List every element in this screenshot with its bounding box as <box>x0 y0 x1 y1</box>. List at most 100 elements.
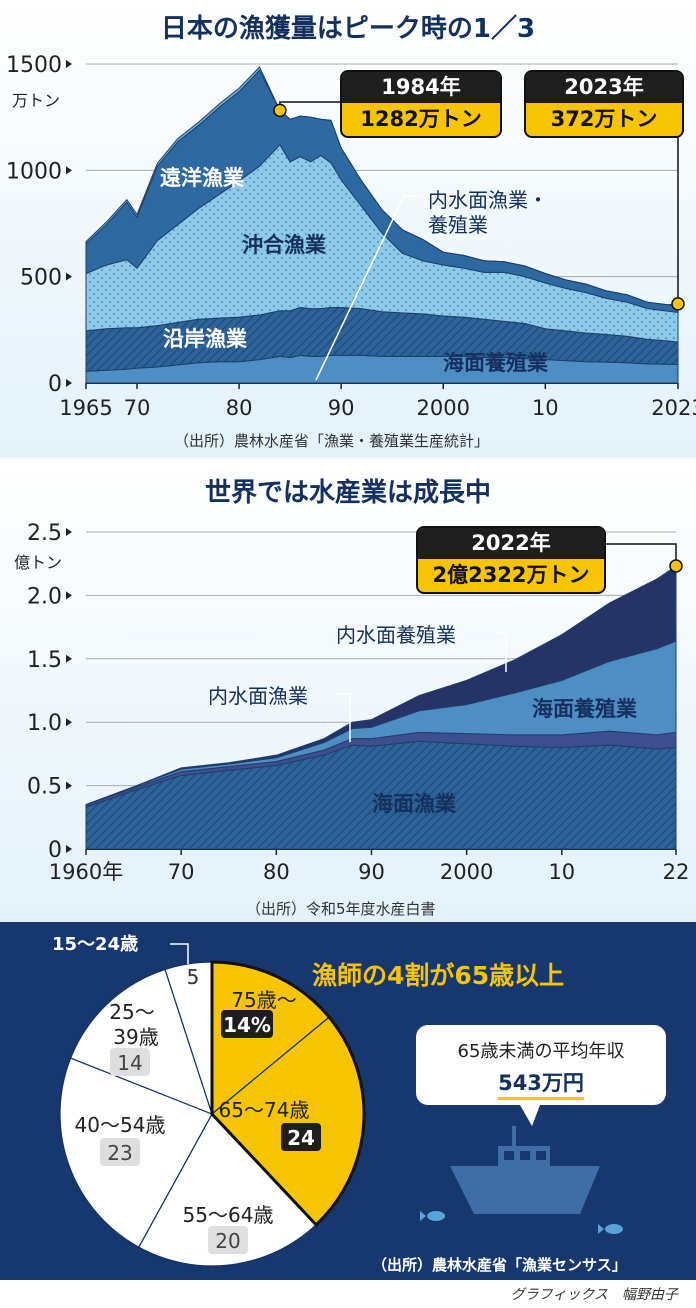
pie-value-label: 20 <box>215 1229 240 1253</box>
fish-tail-icon <box>420 1211 426 1221</box>
y-tick-label: 0 <box>48 372 62 397</box>
x-tick-label: 1960年 <box>49 860 123 884</box>
x-tick-label: 70 <box>124 396 151 420</box>
latest-callout-year: 2023年 <box>526 72 682 103</box>
y-axis-unit: 万トン <box>12 91 60 110</box>
y-tick-label: 500 <box>20 266 62 291</box>
world-chart-source: （出所）令和5年度水産白書 <box>246 900 436 918</box>
pie-source: （出所）農林水産省「漁業センサス」 <box>372 1256 627 1274</box>
pie-category-label: 40～54歳 <box>75 1113 166 1137</box>
boat-hull <box>450 1166 600 1214</box>
y-tick-label: 1.5 <box>27 648 62 673</box>
x-tick-label: 22 <box>663 860 690 884</box>
y-tick-label: 1500 <box>6 53 62 78</box>
area-inland-aquaculture <box>85 565 677 806</box>
y-tick-arrow <box>66 60 72 68</box>
latest-callout-value: 372万トン <box>550 107 658 131</box>
pie-value-box <box>281 1123 321 1151</box>
peak-marker <box>273 103 287 118</box>
world-leader <box>602 543 677 566</box>
label-inland-capture: 内水面漁業 <box>208 684 308 708</box>
label-inland-fishery: 内水面漁業・ <box>428 188 548 212</box>
y-tick-arrow <box>66 654 72 663</box>
y-tick-label: 0.5 <box>27 775 62 800</box>
pie-value-label: 5 <box>187 965 200 989</box>
inland-leader-line <box>315 195 420 381</box>
y-tick-arrow <box>66 718 72 727</box>
world-catch-chart: 0 0.5 1.0 1.5 2.0 2.5 億トン 1960年 70 80 90 2000 10 22 海面… <box>14 521 690 884</box>
pie-category-label: 65～74歳 <box>219 1098 310 1122</box>
world-marker <box>669 559 683 573</box>
pie-value-label: 14% <box>223 1013 271 1037</box>
pie-value-label: 24 <box>287 1126 315 1150</box>
x-tick-label: 2023 <box>651 396 696 420</box>
y-tick-arrow <box>66 845 72 853</box>
x-tick-label: 90 <box>358 860 385 884</box>
y-tick-arrow <box>66 781 72 790</box>
label-marine-aquaculture: 海面養殖業 <box>443 351 549 375</box>
bubble-tail <box>520 1105 540 1126</box>
boat-window <box>504 1151 514 1160</box>
peak-callout-value: 1282万トン <box>360 107 482 131</box>
world-chart-title: 世界では水産業は成長中 <box>204 478 491 508</box>
y-tick-label: 1.0 <box>27 711 62 736</box>
label-inland-fishery-2: 養殖業 <box>428 213 488 237</box>
world-callout: 2022年 2億2322万トン <box>416 526 606 594</box>
latest-marker <box>671 297 685 311</box>
inland-aquaculture-leader <box>494 632 507 672</box>
latest-callout: 2023年 372万トン <box>524 70 684 138</box>
pie-highlight-outline <box>210 960 366 1227</box>
label-marine-aquaculture: 海面養殖業 <box>532 697 638 721</box>
y-axis-unit: 億トン <box>14 553 62 572</box>
world-catch-panel: 世界では水産業は成長中 0 0.5 1.0 1.5 2.0 2.5 億トン 1960年 70 80… <box>0 460 696 922</box>
label-inland-aquaculture: 内水面養殖業 <box>336 623 456 647</box>
y-tick-arrow <box>66 528 72 536</box>
boat-window <box>536 1151 546 1160</box>
pie-value-box <box>221 1010 273 1038</box>
pie-value-box <box>100 1138 140 1166</box>
pie-slice-3 <box>137 1112 317 1267</box>
x-tick-label: 80 <box>263 860 290 884</box>
pie-category-label: 75歳～ <box>231 988 296 1012</box>
pie-title: 漁師の4割が65歳以上 <box>312 961 565 990</box>
peak-callout: 1984年 1282万トン <box>340 70 502 138</box>
pie-category-label: 25～ <box>109 1000 154 1024</box>
fish-icon <box>605 1224 623 1234</box>
y-tick-label: 0 <box>48 838 62 863</box>
japan-chart-source: （出所）農林水産省「漁業・養殖業生産統計」 <box>174 432 490 450</box>
boat-window <box>520 1151 530 1160</box>
x-tick-label: 10 <box>532 396 559 420</box>
japan-catch-chart: 0 500 1000 1500 万トン 1965 70 80 90 2000 10 2023 遠洋漁業沖… <box>6 53 696 420</box>
x-tick-label: 1965 <box>59 396 112 420</box>
graphics-credit: グラフィックス 幅野由子 <box>510 1287 678 1303</box>
fisher-age-panel: 75歳～ 14% 65～74歳 24 55～64歳 20 40～54歳 23 25～ 39歳 14 5… <box>0 922 696 1280</box>
x-tick-label: 90 <box>328 396 355 420</box>
x-tick-label: 80 <box>226 396 253 420</box>
world-callout-year: 2022年 <box>418 528 604 559</box>
peak-callout-year: 1984年 <box>342 72 500 103</box>
pie-value-box <box>208 1226 248 1254</box>
x-tick-label: 2000 <box>417 396 470 420</box>
x-tick-label: 10 <box>548 860 575 884</box>
pie-value-label: 23 <box>107 1141 132 1165</box>
inland-capture-leader <box>336 693 351 742</box>
japan-chart-title: 日本の漁獲量はピーク時の1／3 <box>160 14 536 44</box>
label-distant-water: 遠洋漁業 <box>160 166 245 190</box>
x-tick-label: 2000 <box>440 860 493 884</box>
income-value: 543万円 <box>498 1067 584 1100</box>
y-tick-label: 1000 <box>6 159 62 184</box>
pie-value-label: 14 <box>117 1051 142 1075</box>
x-tick-label: 70 <box>168 860 195 884</box>
y-tick-arrow <box>66 272 72 281</box>
y-tick-label: 2.5 <box>27 521 62 546</box>
income-label: 65歳未満の平均年収 <box>457 1041 625 1062</box>
fish-icon <box>427 1211 445 1221</box>
y-tick-label: 2.0 <box>27 584 62 609</box>
pie-value-box <box>110 1048 150 1076</box>
world-callout-value: 2億2322万トン <box>432 563 590 587</box>
fish-tail-icon <box>598 1224 604 1234</box>
japan-catch-panel: 日本の漁獲量はピーク時の1／3 0 500 1000 1500 万トン 1965 70 80 9… <box>0 0 696 458</box>
youngest-leader <box>170 943 189 964</box>
label-coastal: 沿岸漁業 <box>163 327 248 351</box>
income-bubble: 65歳未満の平均年収 543万円 <box>416 1025 666 1105</box>
